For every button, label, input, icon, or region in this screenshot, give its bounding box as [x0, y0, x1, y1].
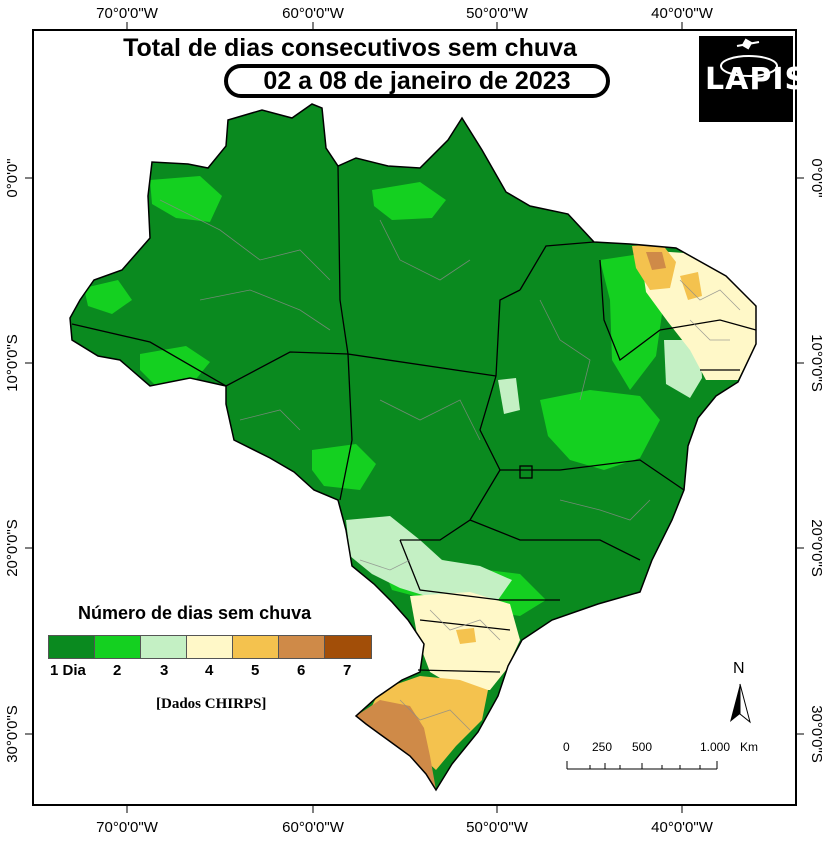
scale-label-500: 500	[632, 740, 653, 754]
legend-swatch-3	[141, 636, 187, 658]
lon-label-top-40: 40°0'0"W	[651, 5, 714, 22]
lapis-logo: LAPIS	[699, 36, 808, 122]
lon-label-bottom-60: 60°0'0"W	[282, 819, 345, 836]
scale-unit: Km	[740, 740, 758, 754]
longitude-ticks	[25, 22, 804, 813]
scale-label-250: 250	[592, 740, 613, 754]
zone-6-maranhao	[646, 252, 666, 270]
lon-label-bottom-70: 70°0'0"W	[96, 819, 159, 836]
lon-label-top-50: 50°0'0"W	[466, 5, 529, 22]
legend-title: Número de dias sem chuva	[78, 603, 312, 623]
zone-3-tocantins	[498, 378, 520, 414]
zone-2-bahia	[540, 390, 660, 470]
legend-label-6: 6	[297, 662, 306, 679]
legend-label-2: 2	[113, 662, 122, 679]
data-source-label: [Dados CHIRPS]	[156, 696, 267, 712]
zone-2-mato-grosso	[312, 444, 376, 490]
legend-swatch-6	[279, 636, 325, 658]
scale-bar	[566, 761, 718, 770]
legend-label-3: 3	[160, 662, 169, 679]
logo-text: LAPIS	[705, 62, 808, 97]
legend-swatch-2	[95, 636, 141, 658]
scale-label-1000: 1.000	[700, 740, 731, 754]
zone-5-parana	[456, 628, 476, 644]
zone-3-mato-grosso-sul	[346, 516, 512, 604]
lat-label-left-20: 20°0'0"S	[4, 519, 21, 577]
legend-swatch-5	[233, 636, 279, 658]
north-arrow-icon	[730, 683, 751, 724]
state-boundaries	[69, 103, 757, 792]
legend-swatch-7	[325, 636, 371, 658]
zone-5-rio-grande-sul	[366, 676, 488, 770]
lon-label-bottom-40: 40°0'0"W	[651, 819, 714, 836]
zone-2-rondonia	[140, 346, 210, 384]
legend-label-5: 5	[251, 662, 260, 679]
satellite-icon	[720, 38, 778, 77]
municipal-boundaries	[159, 199, 741, 731]
date-range-label: 02 a 08 de janeiro de 2023	[224, 64, 610, 98]
lon-label-top-70: 70°0'0"W	[96, 5, 159, 22]
lat-label-right-30: 30°0'0"S	[808, 705, 825, 763]
lat-label-right-20: 20°0'0"S	[808, 519, 825, 577]
zone-2-north	[372, 182, 446, 220]
zone-2-acre	[84, 280, 132, 314]
lon-label-bottom-50: 50°0'0"W	[466, 819, 529, 836]
zone-2-north-west	[150, 176, 222, 222]
legend-color-bar	[48, 635, 372, 659]
map-title: Total de dias consecutivos sem chuva	[123, 34, 577, 62]
lat-label-left-0: 0°0'0"	[4, 158, 21, 197]
lat-label-right-10: 10°0'0"S	[808, 334, 825, 392]
legend-swatch-1	[49, 636, 95, 658]
legend-swatch-4	[187, 636, 233, 658]
lon-label-top-60: 60°0'0"W	[282, 5, 345, 22]
north-label: N	[733, 660, 745, 677]
scale-label-0: 0	[563, 740, 570, 754]
zone-5-ceara	[680, 272, 702, 300]
lat-label-left-30: 30°0'0"S	[4, 705, 21, 763]
lat-label-right-0: 0°0'0"	[808, 158, 825, 197]
legend-label-4: 4	[205, 662, 214, 679]
legend-label-1: 1 Dia	[50, 662, 86, 679]
legend-label-7: 7	[343, 662, 352, 679]
lat-label-left-10: 10°0'0"S	[4, 334, 21, 392]
